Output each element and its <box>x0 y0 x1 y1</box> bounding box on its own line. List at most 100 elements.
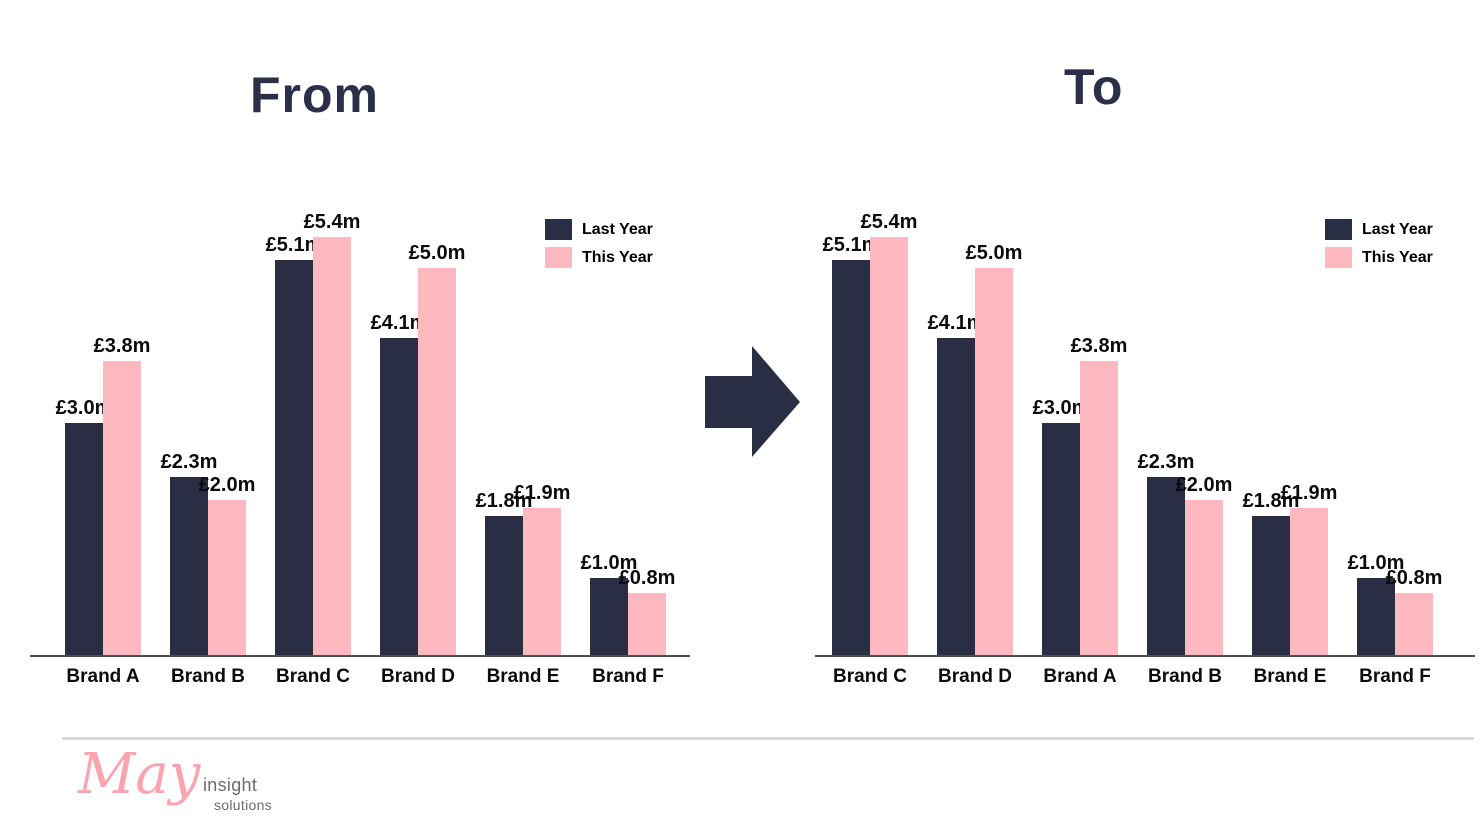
bar-value-label-last-year-brand-e: £1.8m <box>475 490 533 512</box>
bar-this-year-brand-a <box>1080 361 1118 655</box>
bar-group-brand-e: £1.8m £1.9m <box>1243 483 1337 655</box>
legend-label-last-year: Last Year <box>1362 220 1433 238</box>
x-axis-label-brand-d: Brand D <box>381 666 455 687</box>
bar-value-label-last-year-brand-b: £2.3m <box>160 451 218 473</box>
bar-column: £2.0m <box>1176 475 1232 655</box>
bar-column: £2.3m <box>1138 452 1194 655</box>
bar-this-year-brand-e <box>523 508 561 655</box>
bar-last-year-brand-f <box>590 578 628 655</box>
bar-group-brand-e: £1.8m £1.9m <box>476 483 570 655</box>
bar-chart-from: £3.0m £3.8m £2.3m £2.0m £5.1m £5.4m £4.1m £5.0m… <box>30 212 690 688</box>
bar-value-label-this-year-brand-a: £3.8m <box>93 335 151 357</box>
legend-swatch-this-year <box>1325 247 1352 268</box>
axis-labels: Brand A Brand B Brand C Brand D Brand E Brand… <box>30 666 690 688</box>
bar-value-label-last-year-brand-b: £2.3m <box>1137 451 1195 473</box>
bar-column: £5.1m <box>823 235 879 655</box>
bar-this-year-brand-a <box>103 361 141 655</box>
bar-value-label-this-year-brand-c: £5.4m <box>303 211 361 233</box>
bar-value-label-this-year-brand-e: £1.9m <box>1280 482 1338 504</box>
bar-column: £5.4m <box>861 212 917 655</box>
legend-to: Last Year This Year <box>1325 219 1433 268</box>
bar-value-label-this-year-brand-d: £5.0m <box>408 242 466 264</box>
bar-group-brand-d: £4.1m £5.0m <box>928 243 1022 655</box>
bar-this-year-brand-c <box>870 237 908 655</box>
x-axis-label-brand-d: Brand D <box>938 666 1012 687</box>
logo-text-insight: insight <box>203 775 258 795</box>
bar-column: £4.1m <box>371 313 427 655</box>
bar-column: £3.8m <box>94 336 150 655</box>
bar-value-label-last-year-brand-f: £1.0m <box>1347 552 1405 574</box>
bar-chart-to: £5.1m £5.4m £4.1m £5.0m £3.0m £3.8m £2.3m £2.0m… <box>815 212 1475 688</box>
bar-column: £3.0m <box>56 398 112 655</box>
bar-group-brand-c: £5.1m £5.4m <box>266 212 360 655</box>
axis-labels: Brand C Brand D Brand A Brand B Brand E Brand… <box>815 666 1475 688</box>
bar-this-year-brand-e <box>1290 508 1328 655</box>
bar-column: £1.0m <box>1348 553 1404 655</box>
bar-column: £5.0m <box>409 243 465 655</box>
x-axis-label-brand-b: Brand B <box>1148 666 1222 687</box>
bar-this-year-brand-f <box>1395 593 1433 655</box>
bar-this-year-brand-d <box>975 268 1013 655</box>
bar-column: £5.1m <box>266 235 322 655</box>
bar-this-year-brand-d <box>418 268 456 655</box>
x-axis-label-brand-a: Brand A <box>1043 666 1117 687</box>
bar-value-label-last-year-brand-c: £5.1m <box>265 234 323 256</box>
bar-column: £5.4m <box>304 212 360 655</box>
bar-last-year-brand-e <box>1252 516 1290 655</box>
legend-item-last-year: Last Year <box>1325 219 1433 240</box>
bar-value-label-last-year-brand-a: £3.0m <box>1032 397 1090 419</box>
bar-this-year-brand-b <box>208 500 246 655</box>
bar-this-year-brand-f <box>628 593 666 655</box>
bar-value-label-this-year-brand-d: £5.0m <box>965 242 1023 264</box>
bar-column: £0.8m <box>619 568 675 655</box>
bar-column: £2.3m <box>161 452 217 655</box>
bar-last-year-brand-b <box>1147 477 1185 655</box>
chart-title-to: To <box>1064 59 1124 115</box>
legend-label-last-year: Last Year <box>582 220 653 238</box>
bar-value-label-this-year-brand-c: £5.4m <box>860 211 918 233</box>
bar-value-label-this-year-brand-f: £0.8m <box>1385 567 1443 589</box>
bar-last-year-brand-b <box>170 477 208 655</box>
bar-value-label-last-year-brand-d: £4.1m <box>370 312 428 334</box>
plot-area: £5.1m £5.4m £4.1m £5.0m £3.0m £3.8m £2.3m £2.0m… <box>815 212 1475 657</box>
legend-swatch-this-year <box>545 247 572 268</box>
x-axis-label-brand-a: Brand A <box>66 666 140 687</box>
logo-brand-may: May <box>78 742 201 807</box>
bar-column: £1.8m <box>1243 491 1299 655</box>
bar-value-label-this-year-brand-f: £0.8m <box>618 567 676 589</box>
bar-column: £1.9m <box>1281 483 1337 655</box>
bar-value-label-this-year-brand-b: £2.0m <box>198 474 256 496</box>
x-axis-label-brand-b: Brand B <box>171 666 245 687</box>
x-axis-label-brand-c: Brand C <box>833 666 907 687</box>
bar-value-label-last-year-brand-f: £1.0m <box>580 552 638 574</box>
x-axis-label-brand-f: Brand F <box>1359 666 1431 687</box>
x-axis-label-brand-e: Brand E <box>486 666 560 687</box>
bar-column: £0.8m <box>1386 568 1442 655</box>
legend-label-this-year: This Year <box>1362 248 1433 266</box>
legend-swatch-last-year <box>545 219 572 240</box>
footer-divider <box>62 737 1474 740</box>
plot-area: £3.0m £3.8m £2.3m £2.0m £5.1m £5.4m £4.1m £5.0m… <box>30 212 690 657</box>
bar-group-brand-c: £5.1m £5.4m <box>823 212 917 655</box>
bar-group-brand-a: £3.0m £3.8m <box>56 336 150 655</box>
bar-group-brand-f: £1.0m £0.8m <box>1348 553 1442 655</box>
legend-swatch-last-year <box>1325 219 1352 240</box>
bar-this-year-brand-c <box>313 237 351 655</box>
bar-column: £5.0m <box>966 243 1022 655</box>
bar-column: £1.0m <box>581 553 637 655</box>
bar-last-year-brand-c <box>275 260 313 655</box>
x-axis-label-brand-e: Brand E <box>1253 666 1327 687</box>
bar-value-label-this-year-brand-a: £3.8m <box>1070 335 1128 357</box>
logo-text-solutions: solutions <box>214 797 272 813</box>
bar-column: £2.0m <box>199 475 255 655</box>
bar-column: £1.8m <box>476 491 532 655</box>
bar-column: £1.9m <box>514 483 570 655</box>
bar-last-year-brand-a <box>1042 423 1080 655</box>
bar-column: £3.8m <box>1071 336 1127 655</box>
bar-value-label-last-year-brand-c: £5.1m <box>822 234 880 256</box>
bar-value-label-last-year-brand-d: £4.1m <box>927 312 985 334</box>
x-axis-label-brand-c: Brand C <box>276 666 350 687</box>
legend-item-this-year: This Year <box>1325 247 1433 268</box>
bar-column: £3.0m <box>1033 398 1089 655</box>
